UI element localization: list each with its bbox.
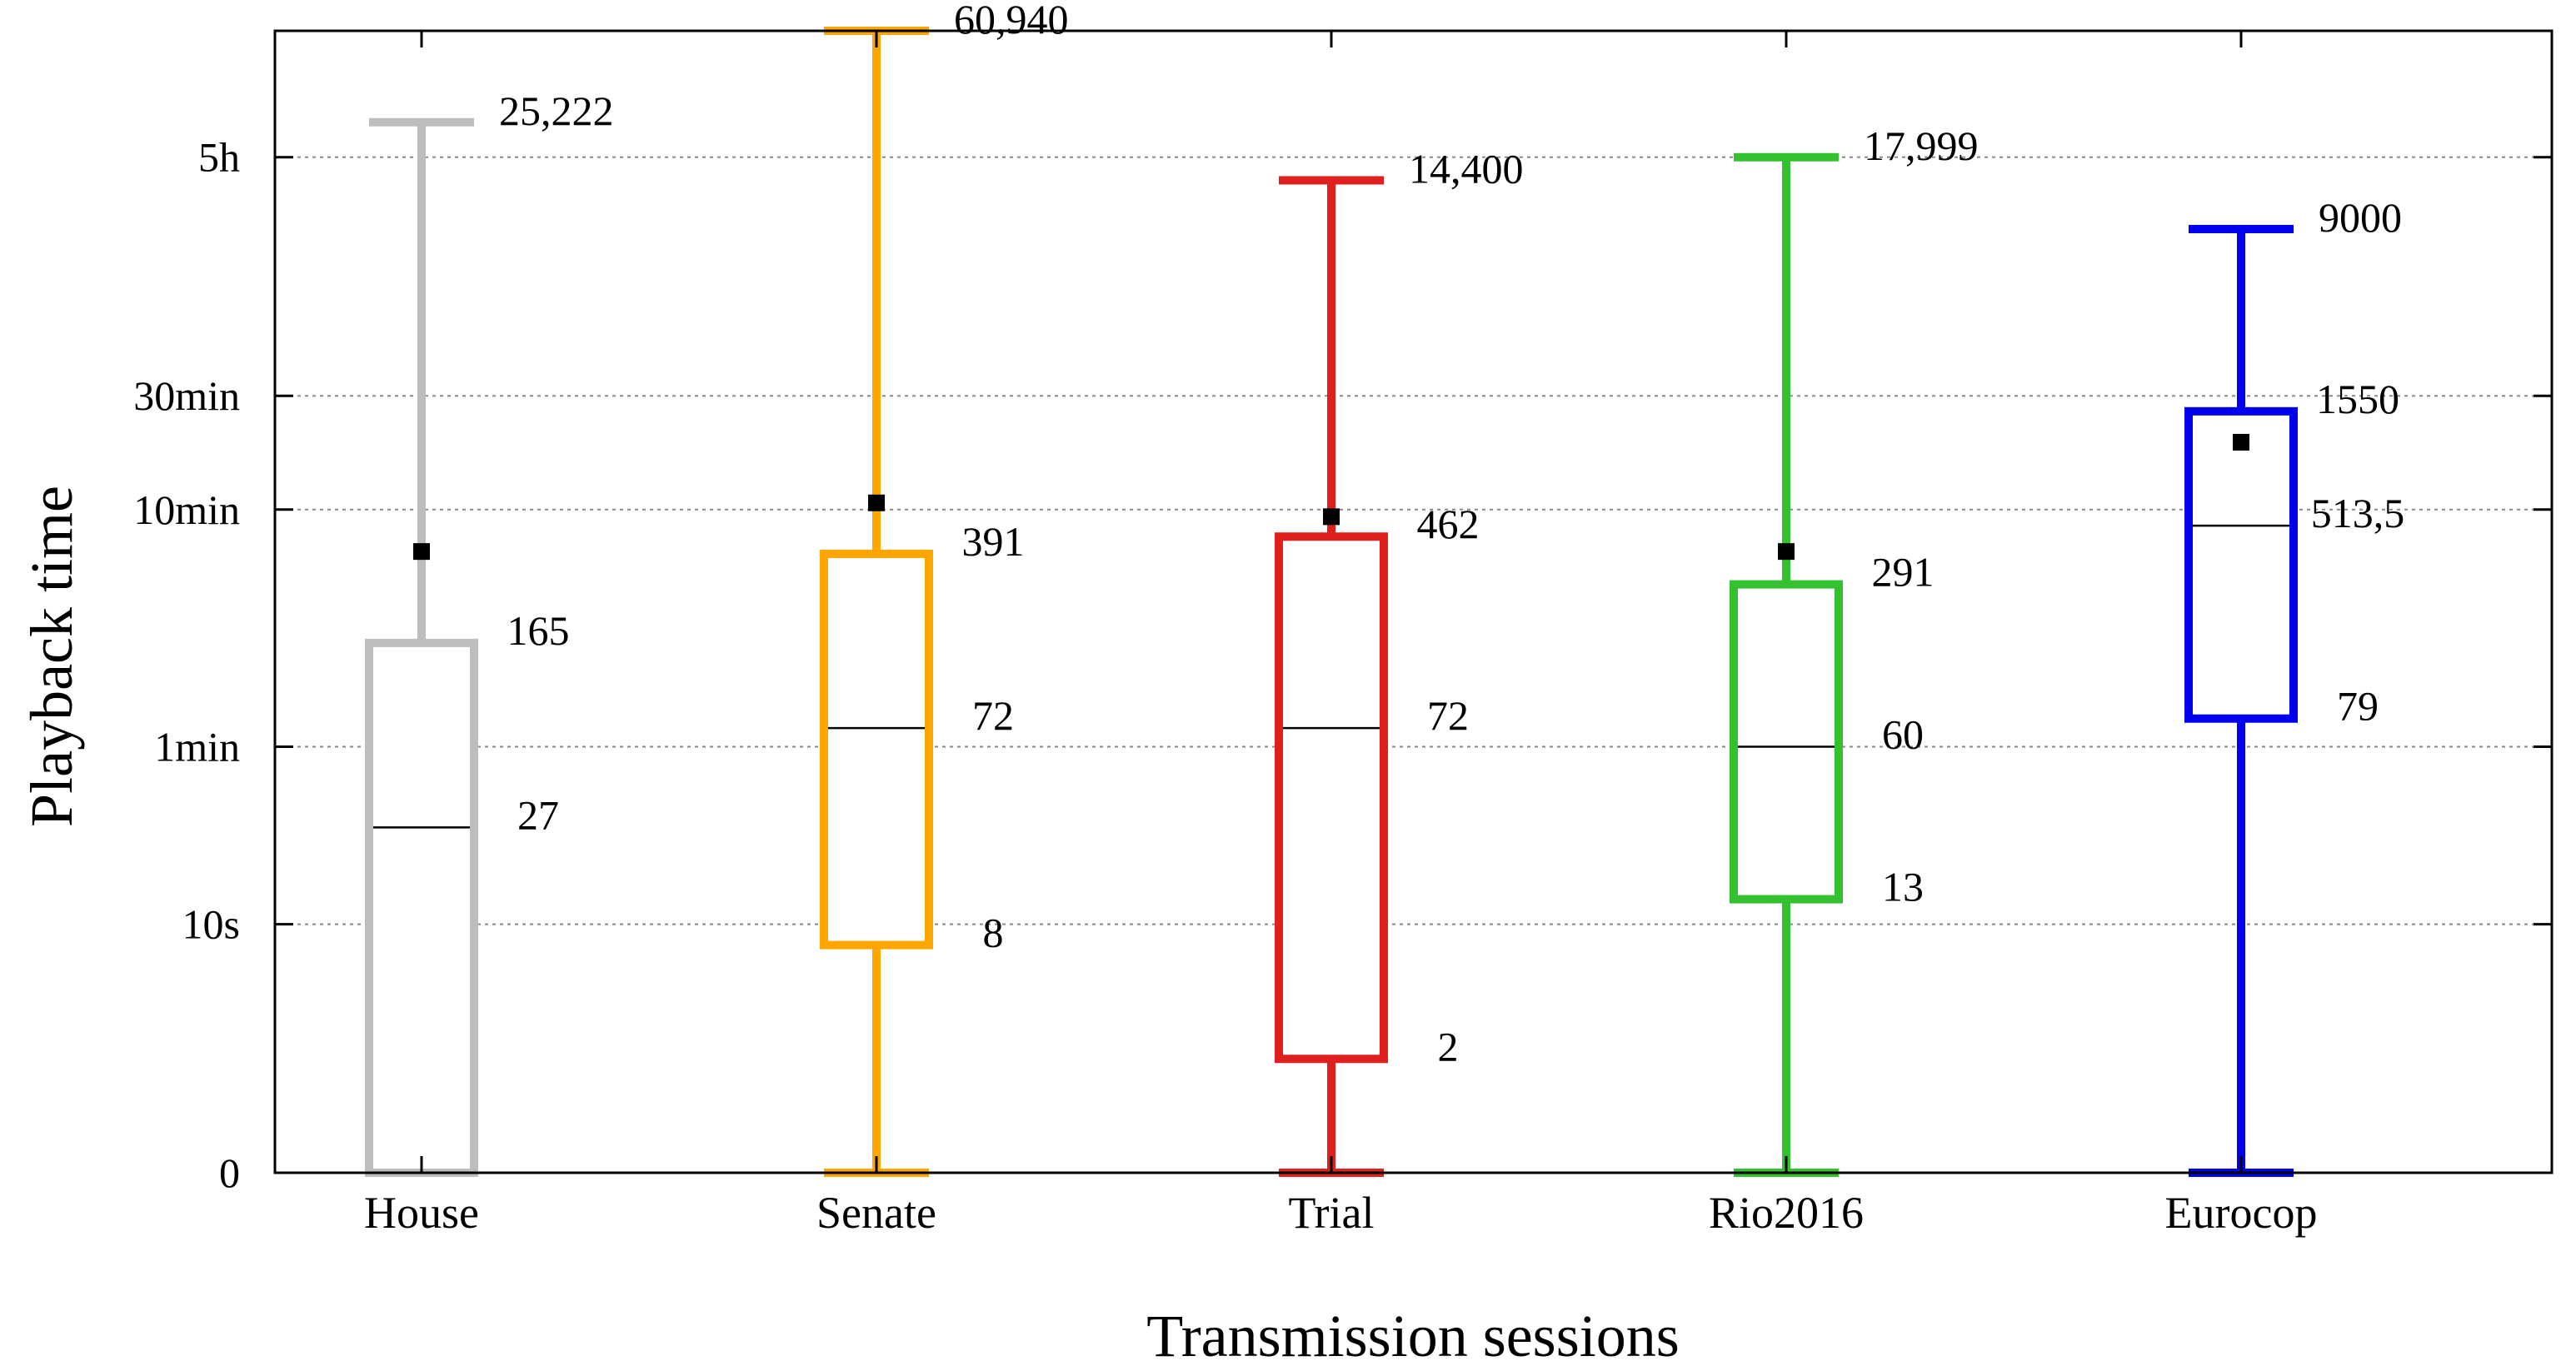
q1-value-label: 79 <box>2337 683 2379 730</box>
x-axis-title: Transmission sessions <box>1146 1303 1680 1361</box>
box-group-senate: 60,940 391 72 8 <box>820 0 1069 1177</box>
q1-value-label: 13 <box>1882 864 1924 910</box>
q1-value-label: 2 <box>1438 1023 1459 1069</box>
y-tick-label: 10min <box>133 486 240 533</box>
q3-value-label: 391 <box>962 518 1025 565</box>
x-tick-label: Eurocop <box>2165 1188 2318 1238</box>
x-tick-label: Senate <box>816 1188 936 1238</box>
q1-value-label: 8 <box>983 910 1004 956</box>
y-tick-label: 5h <box>198 134 240 181</box>
q3-value-label: 462 <box>1417 501 1480 547</box>
x-tick-label: Trial <box>1288 1188 1374 1238</box>
mean-marker <box>1323 508 1340 526</box>
data-layer: 25,222 165 27 60,940 391 72 8 14,400 462 72 2 17,99… <box>365 0 2405 1177</box>
mean-marker <box>2233 433 2249 451</box>
mean-marker <box>868 494 885 511</box>
y-tick-label: 0 <box>219 1149 240 1196</box>
max-value-label: 60,940 <box>954 0 1069 42</box>
y-axis-title: Playback time <box>18 486 85 827</box>
median-value-label: 72 <box>1427 692 1469 739</box>
plot-frame <box>273 29 2554 1174</box>
mean-marker <box>413 543 430 561</box>
box-group-eurocop: 9000 1550 513,5 79 <box>2184 194 2405 1177</box>
y-tick-label: 10s <box>182 901 240 948</box>
max-value-label: 14,400 <box>1409 146 1524 192</box>
y-tick-label: 30min <box>133 372 240 419</box>
box-group-house: 25,222 165 27 <box>365 87 614 1177</box>
axis-layer: 0 10s 1min 10min 30min 5h House Senate Trial Rio2… <box>133 31 2552 1238</box>
median-value-label: 27 <box>517 791 559 838</box>
max-value-label: 17,999 <box>1864 122 1979 169</box>
grid-layer <box>275 156 2552 925</box>
iqr-box <box>1275 532 1388 1064</box>
max-value-label: 9000 <box>2319 194 2402 241</box>
max-value-label: 25,222 <box>499 87 614 134</box>
q3-value-label: 291 <box>1872 549 1934 596</box>
iqr-box <box>2184 406 2298 723</box>
q3-value-label: 1550 <box>2316 376 2399 422</box>
median-value-label: 72 <box>972 692 1014 739</box>
median-value-label: 60 <box>1882 710 1924 757</box>
x-tick-label: House <box>364 1188 479 1238</box>
y-tick-label: 1min <box>154 723 240 770</box>
mean-marker <box>1778 543 1795 561</box>
box-group-trial: 14,400 462 72 2 <box>1275 146 1524 1177</box>
box-group-rio2016: 17,999 291 60 13 <box>1730 122 1979 1177</box>
x-tick-label: Rio2016 <box>1709 1188 1864 1238</box>
q3-value-label: 165 <box>507 607 570 654</box>
iqr-box <box>820 549 933 950</box>
iqr-box <box>1730 580 1843 904</box>
median-value-label: 513,5 <box>2311 490 2405 536</box>
iqr-box <box>365 638 478 1177</box>
